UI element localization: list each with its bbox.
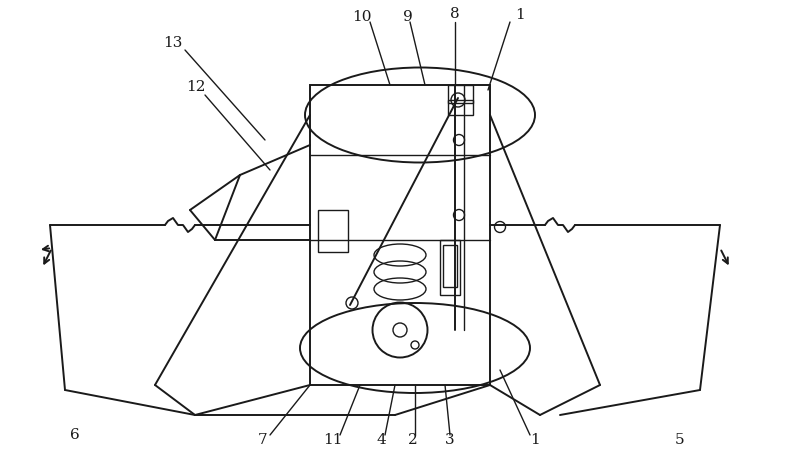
Bar bbox=[448, 100, 473, 115]
Bar bbox=[440, 240, 460, 295]
Text: 2: 2 bbox=[408, 433, 418, 447]
Bar bbox=[443, 245, 457, 287]
Text: 10: 10 bbox=[352, 10, 372, 24]
Text: 3: 3 bbox=[445, 433, 455, 447]
Bar bbox=[318, 210, 348, 252]
Bar bbox=[448, 85, 473, 103]
Text: 5: 5 bbox=[675, 433, 685, 447]
Text: 12: 12 bbox=[186, 80, 206, 94]
Text: 6: 6 bbox=[70, 428, 80, 442]
Text: 1: 1 bbox=[515, 8, 525, 22]
Text: 8: 8 bbox=[450, 7, 460, 21]
Text: 9: 9 bbox=[403, 10, 413, 24]
Text: 13: 13 bbox=[163, 36, 182, 50]
Text: 11: 11 bbox=[323, 433, 342, 447]
Bar bbox=[310, 85, 490, 385]
Text: 1: 1 bbox=[530, 433, 540, 447]
Text: 4: 4 bbox=[376, 433, 386, 447]
Text: 7: 7 bbox=[258, 433, 268, 447]
